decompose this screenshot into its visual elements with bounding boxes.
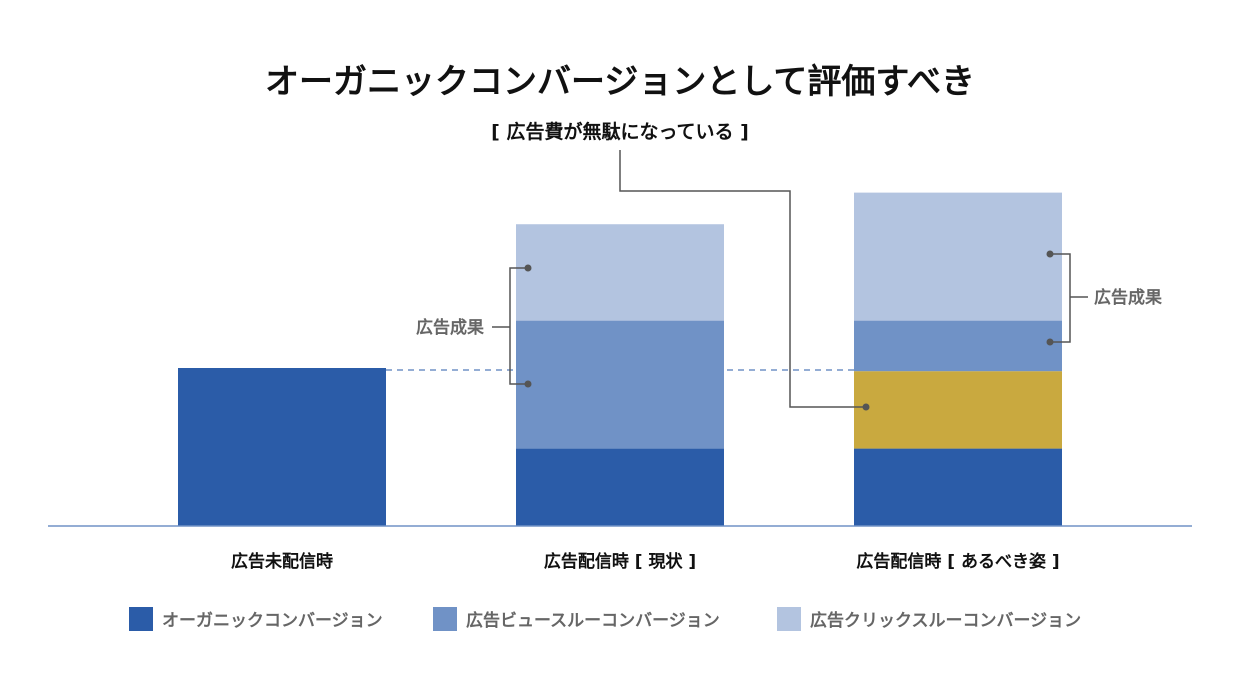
bar-segment-1-2 xyxy=(516,320,724,449)
ad-effect-dot xyxy=(1046,338,1054,346)
legend: オーガニックコンバージョン 広告ビュースルーコンバージョン 広告クリックスルーコ… xyxy=(129,607,1081,631)
ad-effect-dot xyxy=(1046,250,1054,258)
x-tick-label: 広告配信時 [ 現状 ] xyxy=(544,551,696,572)
x-tick-label: 広告未配信時 xyxy=(231,551,333,572)
ad-effect-dot xyxy=(524,264,532,272)
x-tick-label: 広告配信時 [ あるべき姿 ] xyxy=(856,551,1059,572)
wasted-annotation-label: [ 広告費が無駄になっている ] xyxy=(491,120,749,143)
bar-segment-2-2 xyxy=(854,320,1062,372)
legend-label: 広告クリックスルーコンバージョン xyxy=(810,610,1081,631)
ad-effect-label-ideal: 広告成果 xyxy=(1094,287,1162,308)
bar-segment-1-0 xyxy=(516,448,724,526)
ad-effect-dot xyxy=(524,380,532,388)
ad-effect-label-current: 広告成果 xyxy=(416,317,484,338)
bar-segment-2-1 xyxy=(854,371,1062,449)
wasted-leader-line xyxy=(619,150,866,408)
wasted-leader-dot xyxy=(862,403,870,411)
chart-title: オーガニックコンバージョンとして評価すべき xyxy=(265,62,975,102)
legend-swatch-click-through xyxy=(777,607,801,631)
ad-effect-bracket-current xyxy=(509,267,528,385)
bar-segment-0-0 xyxy=(178,368,386,526)
ad-effect-bracket-ideal xyxy=(1050,253,1071,343)
bars xyxy=(178,192,1062,526)
legend-label: 広告ビュースルーコンバージョン xyxy=(466,610,720,631)
legend-label: オーガニックコンバージョン xyxy=(162,611,383,631)
bar-segment-2-3 xyxy=(854,192,1062,321)
bar-segment-1-3 xyxy=(516,224,724,321)
legend-swatch-view-through xyxy=(433,607,457,631)
bar-segment-2-0 xyxy=(854,448,1062,526)
legend-swatch-organic xyxy=(129,607,153,631)
